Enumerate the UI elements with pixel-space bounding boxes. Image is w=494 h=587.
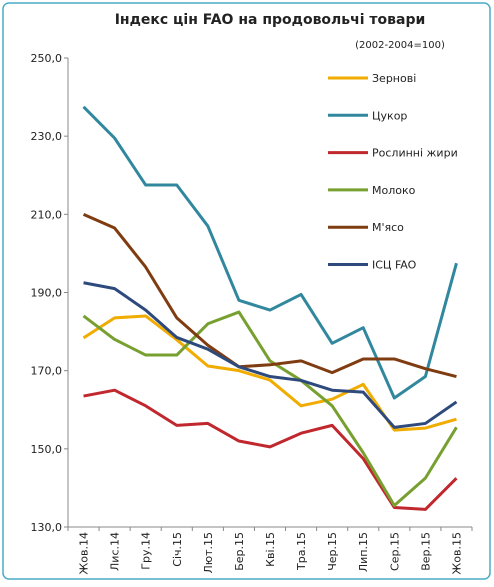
x-tick-label: Жов.14 <box>78 532 91 575</box>
line-series <box>83 388 458 511</box>
x-tick-label: Гру.14 <box>140 532 153 570</box>
x-tick-label: Чер.15 <box>326 532 339 571</box>
line-series <box>82 105 458 400</box>
y-tick-label: 230,0 <box>31 130 63 143</box>
chart-title: Індекс цін FAO на продовольчі товари <box>115 12 426 28</box>
x-tick-label: Жов.15 <box>450 532 463 575</box>
legend-label: Зернові <box>372 72 416 85</box>
y-tick-label: 190,0 <box>31 287 63 300</box>
line-series <box>82 310 458 508</box>
x-tick-label: Лис.14 <box>109 532 122 571</box>
x-tick-label: Лют.15 <box>202 532 215 573</box>
chart-frame <box>2 2 491 580</box>
line-series <box>83 281 458 429</box>
legend-label: Рослинні жири <box>372 147 458 160</box>
line-series <box>82 314 457 432</box>
legend-label: ІСЦ FAO <box>372 259 417 272</box>
x-tick-label: Лип.15 <box>357 532 370 572</box>
legend-label: Молоко <box>372 184 416 197</box>
x-tick-label: Кві.15 <box>264 532 277 567</box>
legend-label: М'ясо <box>372 221 404 234</box>
line-series <box>82 212 457 378</box>
legend-label: Цукор <box>372 109 407 122</box>
x-tick-label: Бер.15 <box>233 532 246 571</box>
y-tick-label: 170,0 <box>31 365 63 378</box>
x-tick-label: Тра.15 <box>295 532 308 571</box>
y-tick-label: 150,0 <box>31 443 63 456</box>
x-tick-label: Сер.15 <box>388 532 401 571</box>
y-tick-label: 210,0 <box>31 208 63 221</box>
y-tick-label: 250,0 <box>31 52 63 65</box>
x-tick-label: Вер.15 <box>419 532 432 571</box>
y-tick-label: 130,0 <box>31 521 63 534</box>
chart-subtitle: (2002-2004=100) <box>355 40 445 51</box>
x-tick-label: Січ.15 <box>171 532 184 567</box>
